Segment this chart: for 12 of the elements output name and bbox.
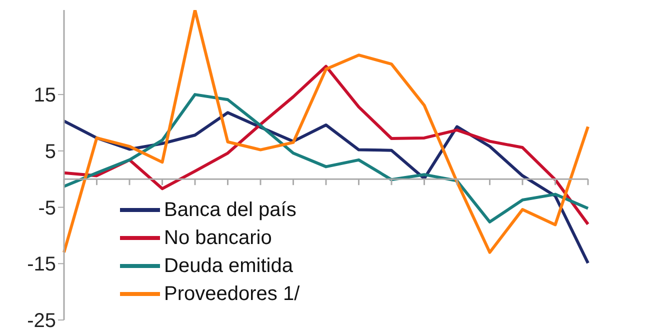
y-tick-label: 15	[34, 84, 56, 107]
legend-label: No bancario	[164, 226, 272, 251]
line-series	[62, 10, 590, 254]
line-series	[62, 93, 590, 224]
legend-label: Proveedores 1/	[164, 282, 300, 307]
y-tick-label: -5	[38, 197, 56, 220]
y-tick-label: -25	[27, 310, 56, 330]
y-tick-label: -15	[27, 254, 56, 276]
legend-label: Banca del país	[164, 198, 296, 223]
line-series	[62, 64, 590, 226]
legend-label: Deuda emitida	[164, 254, 293, 279]
y-tick-label: 5	[44, 141, 56, 164]
